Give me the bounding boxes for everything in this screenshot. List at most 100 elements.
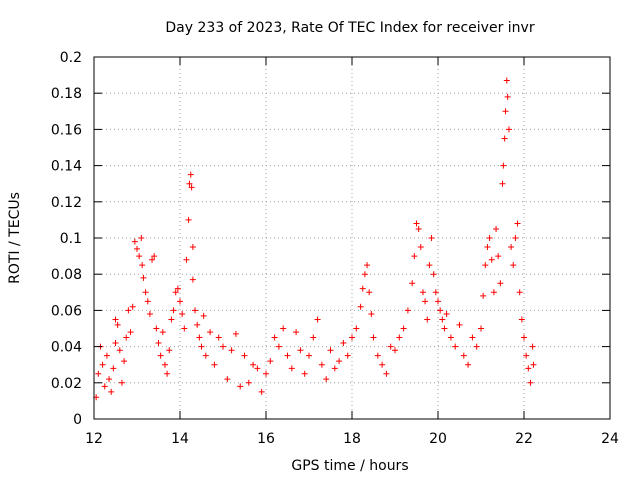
x-tick-label: 12: [85, 431, 103, 447]
data-point: [493, 225, 500, 232]
data-point: [505, 126, 512, 133]
data-point: [138, 235, 145, 241]
data-point: [327, 347, 334, 354]
data-point: [469, 334, 476, 341]
data-point: [293, 329, 300, 336]
data-point: [359, 285, 366, 292]
data-point: [473, 343, 480, 350]
data-point: [432, 289, 439, 296]
data-point: [155, 339, 162, 346]
data-point: [443, 311, 450, 318]
x-tick-label: 18: [343, 431, 361, 447]
data-point: [118, 379, 125, 386]
data-point: [103, 352, 110, 359]
data-point: [503, 77, 510, 84]
data-point: [465, 361, 472, 368]
data-point: [323, 376, 330, 383]
data-point: [116, 347, 123, 354]
data-point: [211, 361, 218, 368]
x-tick-label: 20: [429, 431, 447, 447]
x-tick-label: 16: [257, 431, 275, 447]
data-point: [508, 244, 515, 251]
data-point: [170, 307, 177, 314]
y-axis-label: ROTI / TECUs: [7, 192, 23, 284]
x-axis-label: GPS time / hours: [291, 458, 408, 474]
data-point: [215, 334, 222, 341]
data-point: [110, 365, 117, 372]
data-point: [349, 334, 355, 341]
x-tick-label: 24: [601, 431, 619, 447]
data-point: [101, 383, 108, 390]
data-point: [361, 271, 368, 278]
data-point: [344, 352, 351, 359]
data-point: [108, 388, 115, 395]
y-tick-label: 0.18: [51, 86, 82, 102]
data-point: [151, 253, 158, 260]
data-point: [202, 352, 209, 359]
data-point: [490, 289, 497, 296]
data-point: [136, 253, 143, 260]
data-point: [336, 358, 343, 365]
data-point: [366, 289, 373, 296]
data-point: [267, 358, 274, 365]
data-point: [271, 334, 278, 341]
data-point: [527, 379, 534, 386]
data-point: [488, 256, 495, 263]
data-point: [275, 343, 282, 350]
data-point: [134, 245, 140, 252]
data-point: [297, 347, 304, 354]
data-point: [181, 325, 188, 332]
data-point: [254, 365, 261, 372]
data-point: [125, 307, 132, 314]
data-point: [482, 262, 489, 269]
data-point: [114, 321, 121, 328]
data-point: [357, 303, 364, 310]
y-tick-label: 0.08: [51, 267, 82, 283]
data-point: [306, 352, 312, 359]
y-tick-label: 0.2: [60, 50, 82, 66]
data-point: [164, 370, 171, 377]
data-point: [189, 244, 196, 251]
data-point: [189, 276, 196, 283]
data-point: [99, 361, 106, 368]
data-point: [409, 280, 416, 287]
data-point: [396, 334, 403, 341]
data-point: [419, 289, 426, 296]
data-point: [245, 379, 252, 386]
data-point: [146, 311, 153, 318]
data-point: [200, 312, 207, 319]
data-point: [237, 383, 244, 390]
data-point: [495, 253, 502, 260]
data-point: [500, 162, 507, 169]
data-point: [370, 334, 377, 341]
data-point: [447, 334, 454, 341]
y-tick-label: 0.02: [51, 376, 82, 392]
y-tick-label: 0.14: [51, 159, 82, 175]
data-point: [172, 289, 179, 296]
data-point: [131, 238, 138, 245]
data-point: [129, 303, 136, 310]
data-point: [153, 325, 160, 332]
data-point: [502, 108, 509, 115]
data-point: [501, 135, 508, 142]
data-point: [192, 307, 199, 314]
data-point: [392, 347, 398, 354]
data-point: [232, 330, 239, 337]
data-point: [280, 325, 287, 332]
data-point: [220, 343, 226, 350]
data-point: [514, 220, 521, 227]
data-point: [196, 334, 203, 341]
y-tick-label: 0.04: [51, 340, 82, 356]
data-point: [486, 235, 493, 241]
data-point: [518, 316, 525, 323]
data-point: [174, 285, 181, 292]
data-point: [521, 334, 527, 341]
data-point: [112, 339, 119, 346]
data-point: [310, 334, 317, 341]
data-point: [241, 352, 248, 359]
data-point: [417, 244, 424, 251]
data-point: [478, 325, 484, 332]
data-point: [460, 352, 467, 359]
data-point: [510, 262, 517, 269]
